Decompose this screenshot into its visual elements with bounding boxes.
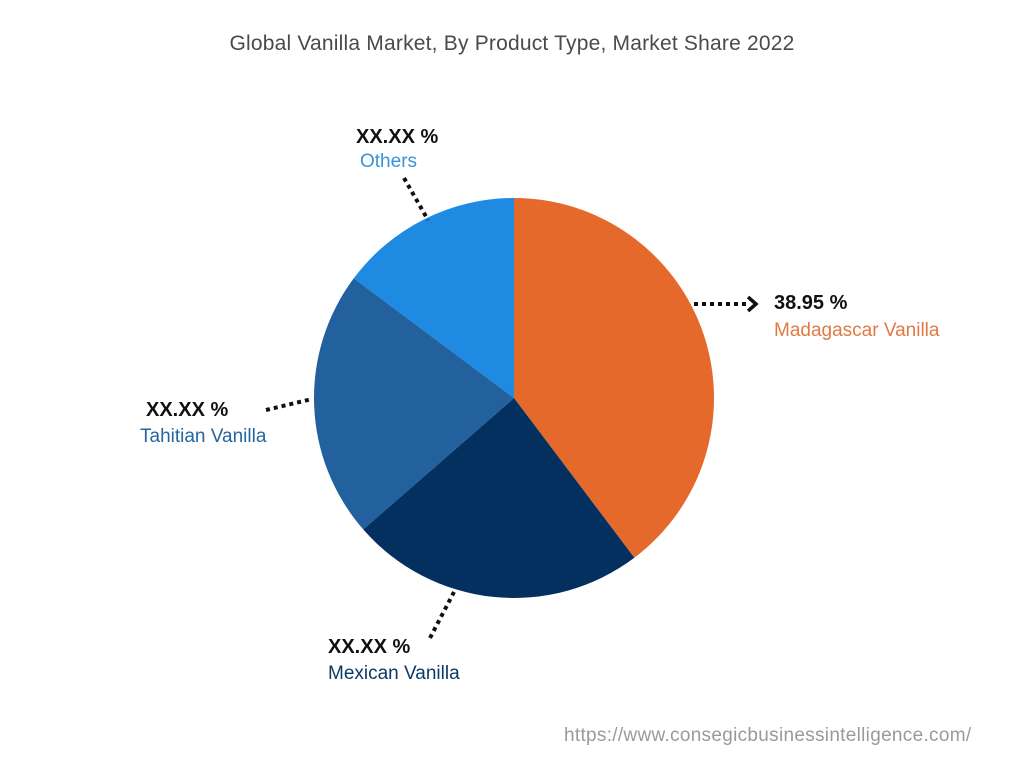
name-mexican: Mexican Vanilla [328,663,460,684]
source-url: https://www.consegicbusinessintelligence… [564,725,972,746]
leader-line-tahitian [265,397,313,412]
pie-slice-tahitian-vanilla [313,278,514,530]
pie-slice-others [353,198,514,398]
pct-madagascar: 38.95 % [774,292,848,314]
leader-line-mexican [428,591,456,639]
name-others: Others [360,151,418,172]
pie-slices [313,198,714,598]
pct-mexican: XX.XX % [328,636,411,658]
pct-others: XX.XX % [356,126,439,148]
chart-title: Global Vanilla Market, By Product Type, … [229,32,795,55]
name-tahitian: Tahitian Vanilla [140,426,267,447]
pie-slice-madagascar-vanilla [514,198,714,558]
name-madagascar: Madagascar Vanilla [774,320,940,341]
pie-slice-mexican-vanilla [363,398,635,598]
label-mexican: XX.XX % Mexican Vanilla [328,636,460,685]
pct-tahitian: XX.XX % [146,399,229,421]
label-madagascar: 38.95 % Madagascar Vanilla [774,292,939,342]
arrow-icon [746,295,759,313]
label-others: XX.XX % Others [356,126,438,173]
label-tahitian: XX.XX % Tahitian Vanilla [140,399,266,448]
leader-line-others [402,177,430,221]
